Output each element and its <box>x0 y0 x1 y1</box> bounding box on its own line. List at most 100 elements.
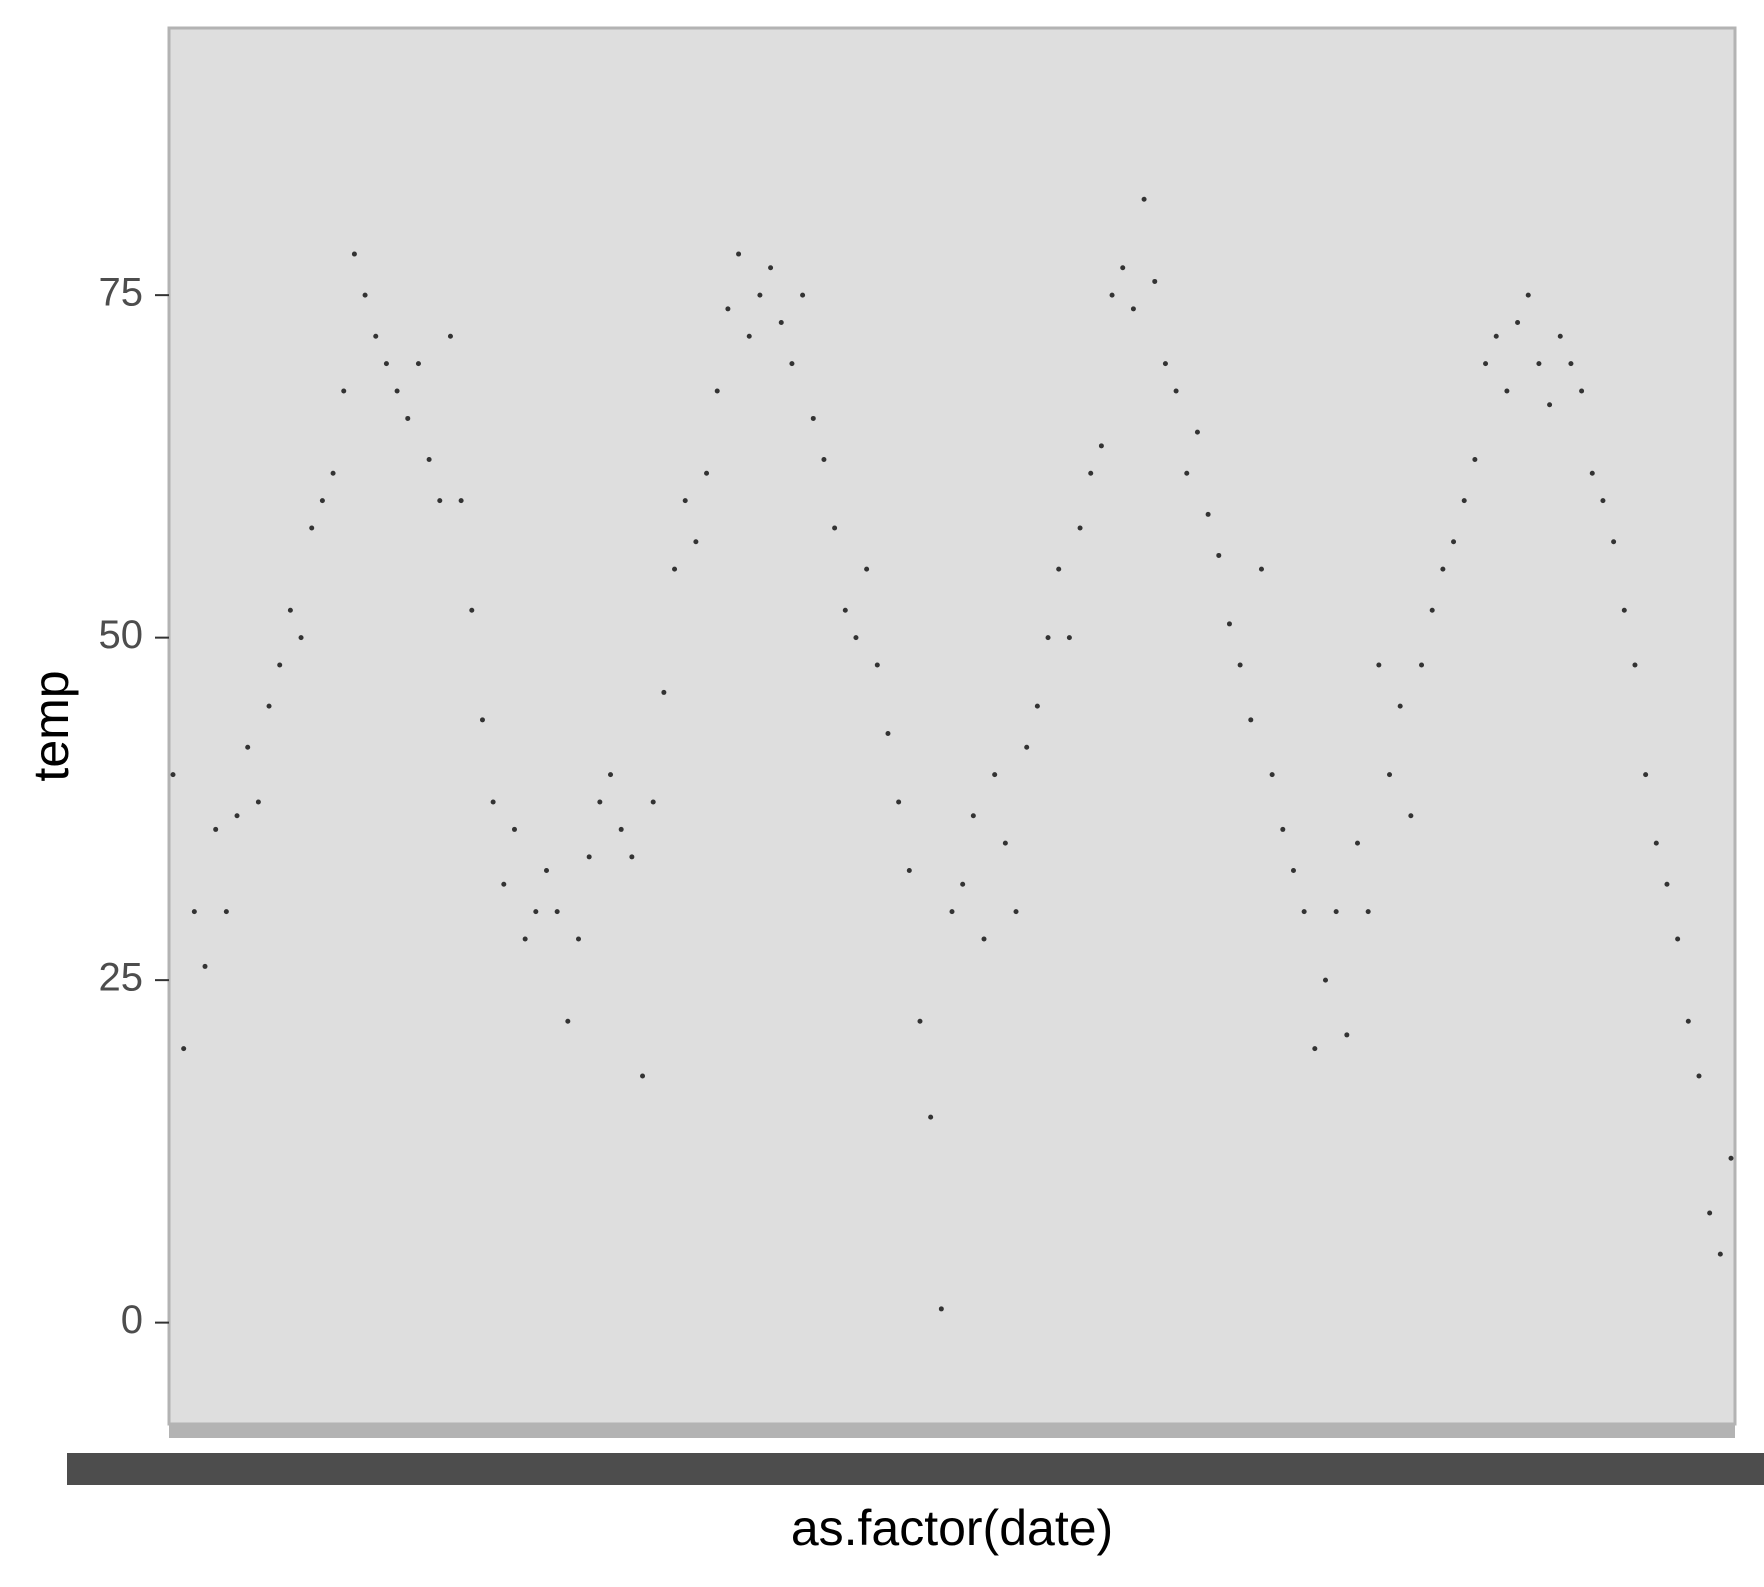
point <box>1109 292 1115 298</box>
point <box>1397 703 1403 709</box>
point <box>597 799 603 805</box>
point <box>864 566 870 572</box>
point <box>202 963 208 969</box>
point <box>277 662 283 668</box>
point <box>170 772 176 778</box>
point <box>554 909 560 915</box>
point <box>469 607 475 613</box>
point <box>501 881 507 887</box>
point <box>1621 607 1627 613</box>
point <box>1365 909 1371 915</box>
point <box>1152 278 1158 284</box>
point <box>661 689 667 695</box>
point <box>1707 1210 1713 1216</box>
point <box>1600 498 1606 504</box>
point <box>1098 443 1104 449</box>
point <box>234 813 240 819</box>
point <box>1034 703 1040 709</box>
point <box>1301 909 1307 915</box>
point <box>1226 621 1232 627</box>
point <box>1440 566 1446 572</box>
point <box>426 457 432 463</box>
x-axis-band <box>169 1424 1735 1438</box>
point <box>522 936 528 942</box>
point <box>255 799 261 805</box>
point <box>1547 402 1553 408</box>
point <box>1248 717 1254 723</box>
point <box>917 1018 923 1024</box>
point <box>1611 539 1617 545</box>
point <box>1002 840 1008 846</box>
point <box>1632 662 1638 668</box>
point <box>1483 361 1489 367</box>
point <box>1664 881 1670 887</box>
point <box>800 292 806 298</box>
point <box>1525 292 1531 298</box>
point <box>725 306 731 312</box>
point <box>842 607 848 613</box>
point <box>682 498 688 504</box>
point <box>1728 1155 1734 1161</box>
point <box>853 635 859 641</box>
point <box>821 457 827 463</box>
point <box>1696 1073 1702 1079</box>
point <box>1717 1251 1723 1257</box>
point <box>191 909 197 915</box>
point <box>266 703 272 709</box>
point <box>736 251 742 257</box>
y-tick-label: 25 <box>99 956 144 1000</box>
point <box>1216 552 1222 558</box>
point <box>874 662 880 668</box>
point <box>1461 498 1467 504</box>
point <box>981 936 987 942</box>
point <box>1536 361 1542 367</box>
point <box>832 525 838 531</box>
point <box>789 361 795 367</box>
plot-panel <box>167 26 1737 1426</box>
point <box>1066 635 1072 641</box>
point <box>576 936 582 942</box>
point <box>1162 361 1168 367</box>
point <box>1024 744 1030 750</box>
point <box>1130 306 1136 312</box>
point <box>394 388 400 394</box>
point <box>1408 813 1414 819</box>
y-tick-label: 50 <box>99 613 144 657</box>
point <box>928 1114 934 1120</box>
point <box>608 772 614 778</box>
point <box>1258 566 1264 572</box>
point <box>693 539 699 545</box>
point <box>533 909 539 915</box>
y-tick-label: 0 <box>121 1298 143 1342</box>
point <box>1451 539 1457 545</box>
point <box>1675 936 1681 942</box>
point <box>704 470 710 476</box>
point <box>479 717 485 723</box>
point <box>778 320 784 326</box>
point <box>223 909 229 915</box>
point <box>1344 1032 1350 1038</box>
point <box>1579 388 1585 394</box>
point <box>1237 662 1243 668</box>
point <box>960 881 966 887</box>
point <box>1472 457 1478 463</box>
point <box>437 498 443 504</box>
point <box>938 1306 944 1312</box>
point <box>1312 1046 1318 1052</box>
point <box>1013 909 1019 915</box>
point <box>1194 429 1200 435</box>
point <box>1355 840 1361 846</box>
point <box>245 744 251 750</box>
point <box>1429 607 1435 613</box>
point <box>906 868 912 874</box>
point <box>319 498 325 504</box>
point <box>213 826 219 832</box>
point <box>586 854 592 860</box>
point <box>458 498 464 504</box>
point <box>885 731 891 737</box>
point <box>992 772 998 778</box>
point <box>1685 1018 1691 1024</box>
point <box>714 388 720 394</box>
point <box>351 251 357 257</box>
